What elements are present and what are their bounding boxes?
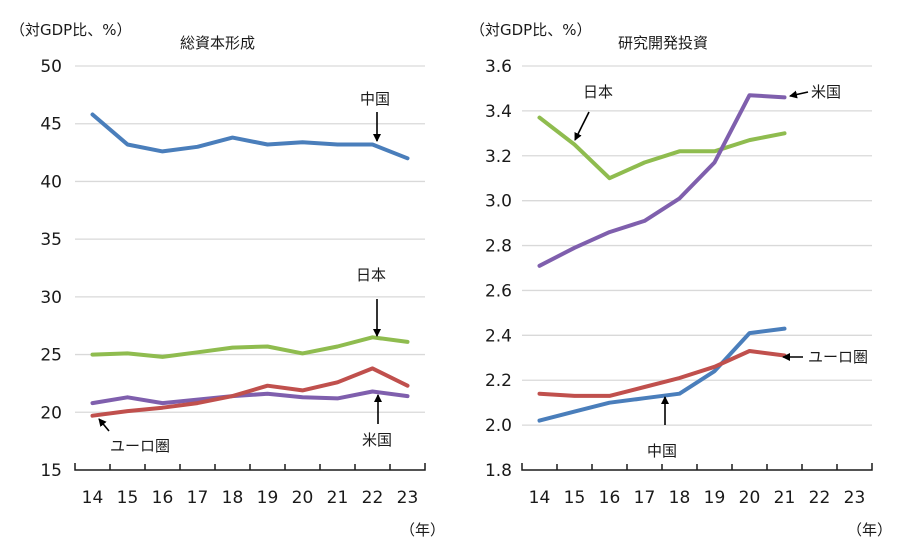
annotation-label: 米国	[362, 431, 392, 449]
x-axis	[74, 463, 426, 471]
x-tick-label: 16	[599, 488, 621, 508]
series-lines	[537, 93, 787, 423]
arrow-icon	[789, 90, 809, 99]
x-tick-label: 18	[222, 488, 244, 508]
x-tick-label: 20	[292, 488, 314, 508]
x-tick-label: 17	[187, 488, 209, 508]
x-tick-label: 23	[397, 488, 419, 508]
y-tick-label: 2.4	[485, 326, 512, 346]
y-tick-label: 2.0	[485, 416, 512, 436]
series-line-0	[537, 115, 787, 181]
annotation-label: 日本	[356, 266, 386, 284]
x-tick-label: 19	[257, 488, 279, 508]
annotation-label: 米国	[811, 83, 841, 101]
annotation-euro: ユーロ圏	[98, 418, 170, 455]
x-tick-label: 18	[669, 488, 691, 508]
y-tick-label: 3.6	[485, 57, 512, 77]
y-tick-label: 40	[40, 172, 62, 192]
x-tick-label: 20	[739, 488, 761, 508]
annotation-china: 中国	[360, 90, 390, 142]
y-tick-label: 3.2	[485, 147, 512, 167]
y-tick-label: 50	[40, 57, 62, 77]
series-line-3	[90, 366, 410, 418]
series-lines	[90, 112, 410, 418]
x-tick-label: 17	[634, 488, 656, 508]
annotation-label: 中国	[647, 442, 677, 460]
gridlines	[75, 65, 425, 413]
y-tick-labels: 1.8 2.0 2.2 2.4 2.6 2.8 3.0 3.2 3.4 3.6	[485, 57, 512, 481]
arrow-icon	[98, 418, 110, 432]
x-tick-label: 14	[529, 488, 551, 508]
x-unit-label: （年）	[400, 521, 445, 539]
x-tick-label: 22	[362, 488, 384, 508]
annotation-japan: 日本	[574, 83, 613, 141]
x-tick-label: 23	[844, 488, 866, 508]
annotation-us: 米国	[362, 394, 392, 449]
y-tick-label: 2.8	[485, 237, 512, 257]
series-line-3	[537, 349, 787, 398]
series-line-2	[537, 326, 787, 423]
annotation-china: 中国	[647, 396, 677, 460]
x-tick-label: 15	[117, 488, 139, 508]
x-tick-label: 22	[809, 488, 831, 508]
y-tick-label: 1.8	[485, 461, 512, 481]
y-tick-label: 2.6	[485, 281, 512, 301]
y-tick-label: 3.4	[485, 102, 512, 122]
annotation-label: ユーロ圏	[808, 348, 868, 366]
annotation-label: 中国	[360, 90, 390, 108]
series-line-0	[90, 112, 410, 161]
chart-title: 研究開発投資	[618, 34, 708, 52]
y-tick-label: 15	[40, 461, 62, 481]
annotation-us: 米国	[789, 83, 841, 101]
x-tick-label: 16	[152, 488, 174, 508]
y-unit-label: （対GDP比、%）	[10, 21, 131, 39]
y-tick-label: 3.0	[485, 192, 512, 212]
y-unit-label: （対GDP比、%）	[470, 21, 591, 39]
arrow-icon	[574, 111, 590, 141]
annotation-label: ユーロ圏	[110, 437, 170, 455]
x-tick-label: 15	[564, 488, 586, 508]
y-tick-label: 2.2	[485, 371, 512, 391]
chart-title: 総資本形成	[180, 34, 255, 52]
x-tick-labels: 14 15 16 17 18 19 20 21 22 23	[529, 488, 866, 508]
x-tick-label: 21	[327, 488, 349, 508]
rnd-investment-chart: （対GDP比、%） 研究開発投資 1.8 2.0 2.2 2.4 2.6 2.8 3.0 3.…	[470, 21, 892, 539]
x-tick-label: 19	[704, 488, 726, 508]
x-axis	[521, 463, 873, 471]
y-tick-label: 25	[40, 346, 62, 366]
series-line-1	[90, 335, 410, 359]
y-tick-label: 35	[40, 230, 62, 250]
annotation-japan: 日本	[356, 266, 386, 337]
x-tick-label: 21	[774, 488, 796, 508]
x-unit-label: （年）	[847, 521, 892, 539]
annotation-label: 日本	[583, 83, 613, 101]
y-tick-label: 45	[40, 115, 62, 135]
series-line-1	[537, 93, 787, 268]
y-tick-label: 30	[40, 288, 62, 308]
y-tick-labels: 15 20 25 30 35 40 45 50	[40, 57, 62, 481]
series-line-2	[90, 389, 410, 406]
x-tick-labels: 14 15 16 17 18 19 20 21 22 23	[82, 488, 419, 508]
y-tick-label: 20	[40, 403, 62, 423]
x-tick-label: 14	[82, 488, 104, 508]
annotation-euro: ユーロ圏	[782, 348, 868, 366]
